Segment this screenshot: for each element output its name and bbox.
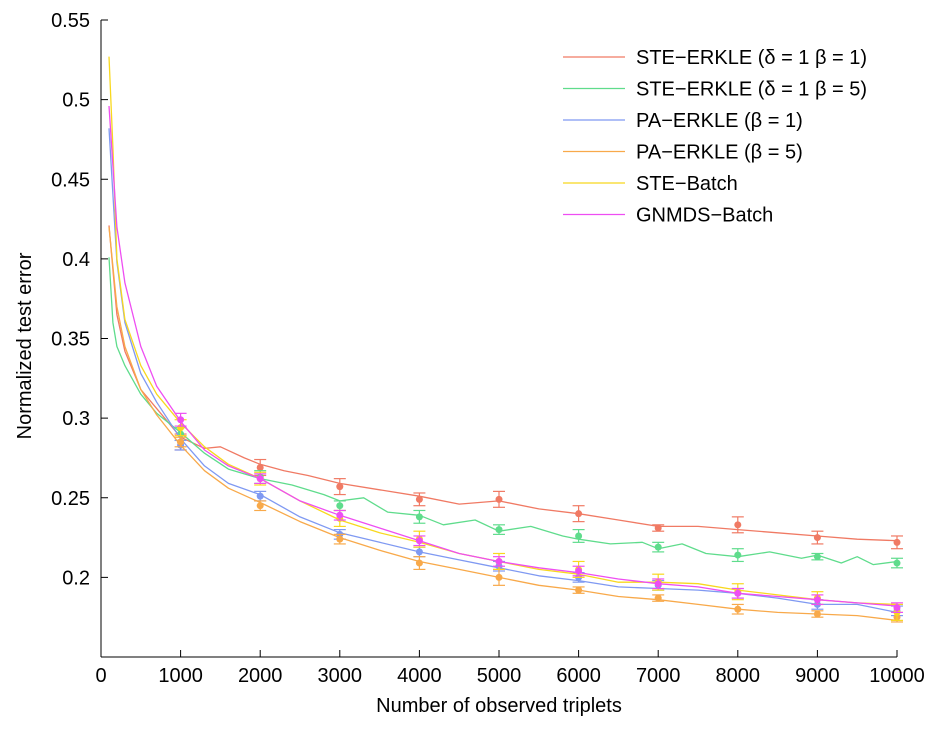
data-point [575, 510, 583, 518]
data-point [575, 567, 583, 575]
y-tick-label: 0.25 [51, 488, 90, 510]
legend-label: STE−Batch [636, 173, 738, 195]
series-line [108, 225, 898, 542]
data-point [654, 594, 662, 602]
legend-entry-6: GNMDS−Batch [563, 205, 773, 227]
y-tick-label: 0.45 [51, 169, 90, 191]
axes-layer: 0 1000 2000 3000 4000 5000 6000 7000 8000 9000 100… [51, 10, 925, 687]
series-1 [108, 225, 903, 550]
x-tick-label: 8000 [716, 665, 761, 687]
data-point [813, 596, 821, 604]
data-point [495, 557, 503, 565]
data-point [734, 551, 742, 559]
data-point [813, 610, 821, 618]
legend: STE−ERKLE (δ = 1 β = 1) STE−ERKLE (δ = 1 … [563, 47, 867, 227]
x-tick-label: 4000 [397, 665, 442, 687]
data-point [734, 589, 742, 597]
x-tick-label: 1000 [158, 665, 203, 687]
data-point [256, 502, 264, 510]
data-point [654, 543, 662, 551]
data-point [813, 553, 821, 561]
y-tick-label: 0.4 [62, 249, 90, 271]
legend-label: GNMDS−Batch [636, 205, 773, 227]
data-point [575, 532, 583, 540]
data-point [336, 535, 344, 543]
legend-label: STE−ERKLE (δ = 1 β = 1) [636, 47, 867, 69]
y-tick-label: 0.2 [62, 567, 90, 589]
legend-entry-1: STE−ERKLE (δ = 1 β = 1) [563, 47, 867, 69]
x-tick-label: 3000 [318, 665, 363, 687]
series-line [108, 257, 898, 566]
data-point [415, 548, 423, 556]
data-point [813, 534, 821, 542]
data-point [256, 492, 264, 500]
legend-entry-4: PA−ERKLE (β = 5) [563, 142, 803, 164]
legend-entry-2: STE−ERKLE (δ = 1 β = 5) [563, 79, 867, 101]
data-point [256, 463, 264, 471]
data-point [495, 495, 503, 503]
x-tick-label: 6000 [556, 665, 601, 687]
data-point [893, 538, 901, 546]
data-point [495, 573, 503, 581]
data-point [495, 526, 503, 534]
data-point [575, 586, 583, 594]
x-tick-label: 2000 [238, 665, 283, 687]
x-tick-label: 9000 [795, 665, 840, 687]
y-tick-label: 0.5 [62, 90, 90, 112]
series-line [108, 128, 898, 614]
data-point [336, 483, 344, 491]
series-layer [108, 56, 903, 623]
x-axis-label: Number of observed triplets [376, 695, 622, 717]
y-tick-label: 0.55 [51, 10, 90, 32]
series-line [108, 56, 898, 606]
legend-entry-3: PA−ERKLE (β = 1) [563, 110, 803, 132]
data-point [415, 559, 423, 567]
y-tick-label: 0.35 [51, 329, 90, 351]
data-point [415, 513, 423, 521]
y-axis-label: Normalized test error [14, 252, 36, 439]
data-point [256, 475, 264, 483]
data-point [893, 559, 901, 567]
x-tick-label: 0 [95, 665, 106, 687]
series-6 [108, 105, 903, 614]
series-4 [108, 226, 903, 623]
data-point [336, 502, 344, 510]
x-tick-label: 7000 [636, 665, 681, 687]
data-point [177, 416, 185, 424]
data-point [336, 511, 344, 519]
data-point [415, 495, 423, 503]
data-point [654, 524, 662, 532]
data-point [893, 604, 901, 612]
y-tick-label: 0.3 [62, 408, 90, 430]
data-point [734, 521, 742, 529]
series-3 [108, 128, 903, 617]
legend-label: PA−ERKLE (β = 1) [636, 110, 803, 132]
x-tick-label: 5000 [477, 665, 522, 687]
legend-entry-5: STE−Batch [563, 173, 738, 195]
data-point [415, 537, 423, 545]
data-point [654, 580, 662, 588]
legend-label: STE−ERKLE (δ = 1 β = 5) [636, 79, 867, 101]
legend-label: PA−ERKLE (β = 5) [636, 142, 803, 164]
x-tick-label: 10000 [869, 665, 925, 687]
series-2 [108, 257, 903, 569]
data-point [177, 438, 185, 446]
data-point [734, 605, 742, 613]
